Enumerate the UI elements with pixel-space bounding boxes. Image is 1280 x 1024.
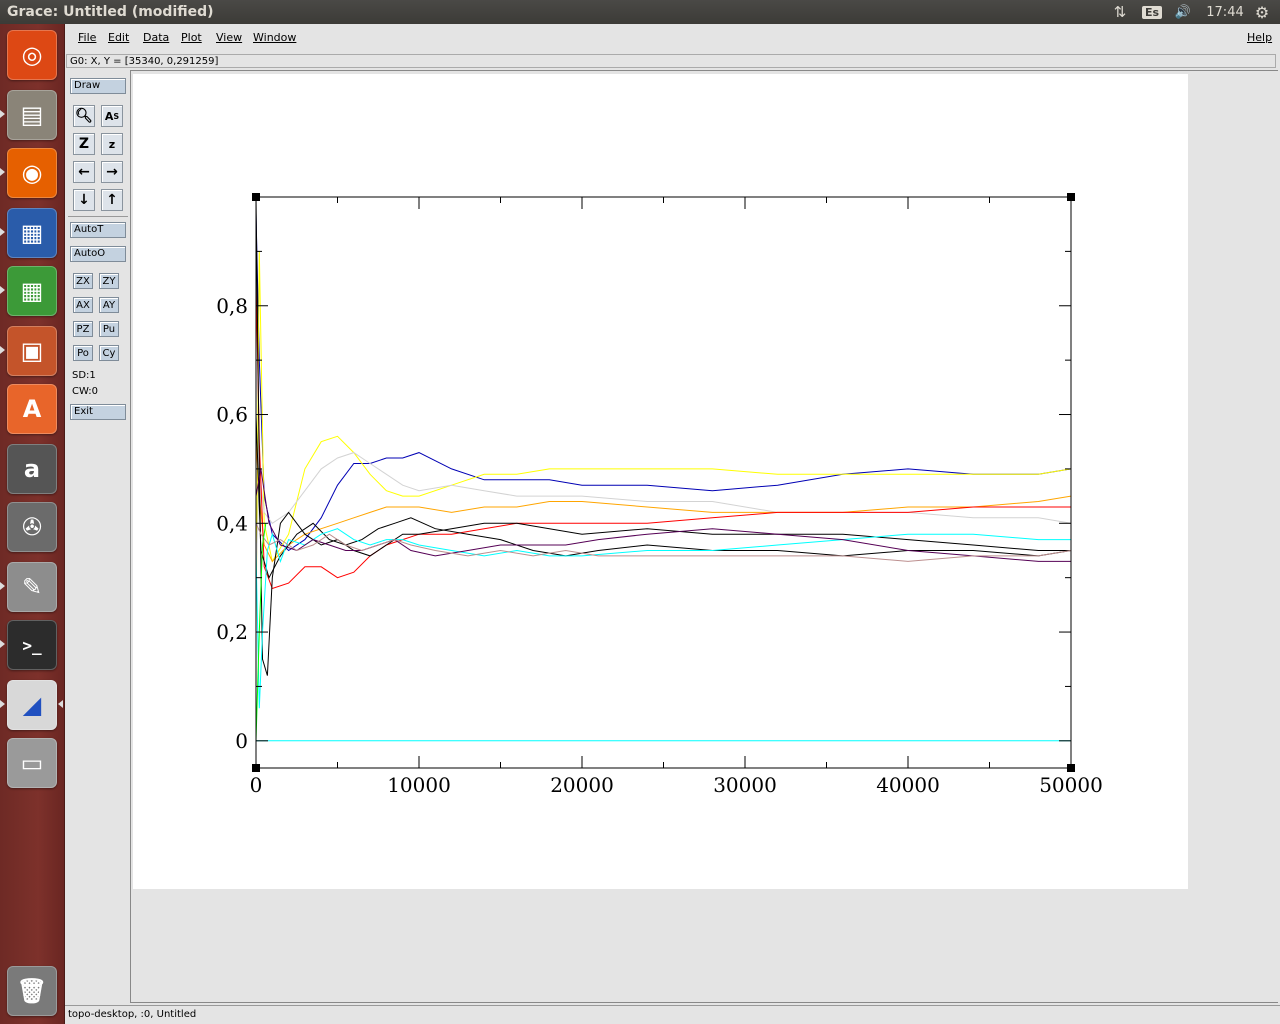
series-line-4	[255, 278, 1071, 590]
text-editor-icon[interactable]: ✎	[7, 562, 57, 612]
series-line-9	[255, 523, 1072, 562]
menu-file[interactable]: File	[78, 31, 97, 44]
amazon-icon[interactable]: a	[7, 444, 57, 494]
menu-data[interactable]: Data	[143, 31, 170, 44]
x-tick-label: 0	[250, 773, 263, 797]
autoscale-on-button[interactable]: AutoO	[70, 246, 126, 262]
writer-icon[interactable]: ▦	[7, 208, 57, 258]
menu-help[interactable]: Help	[1247, 31, 1273, 44]
series-line-1	[255, 251, 1072, 633]
plot-canvas[interactable]: 0 10000 20000 30000 40000 50000 0 0,2 0,4 0,6 0,8	[133, 74, 1188, 889]
autoscale-y-button[interactable]: AY	[99, 297, 119, 313]
x-tick-label: 30000	[713, 773, 777, 797]
plot-svg: 0 10000 20000 30000 40000 50000 0 0,2 0,4 0,6 0,8	[216, 193, 1103, 797]
push-button[interactable]: Pu	[99, 321, 119, 337]
series-line-2	[255, 452, 1072, 578]
series-line-5	[255, 196, 1071, 676]
terminal-icon[interactable]: >_	[7, 620, 57, 670]
running-indicator	[0, 110, 5, 118]
series-line-7	[255, 528, 1071, 709]
current-world-label: CW:0	[72, 386, 99, 397]
top-panel: Grace: Untitled (modified) ⇅ Es 🔊 17:44 …	[0, 0, 1280, 24]
menu-edit[interactable]: Edit	[108, 31, 130, 44]
zoom-y-button[interactable]: ZY	[99, 273, 119, 289]
graph-selection-handle	[252, 193, 260, 201]
zoom-icon[interactable]: 🔍︎	[73, 105, 95, 127]
software-center-icon[interactable]: A	[7, 384, 57, 434]
files-icon[interactable]: ▤	[7, 90, 57, 140]
grace-icon[interactable]: ◢	[7, 680, 57, 730]
draw-button[interactable]: Draw	[70, 78, 126, 94]
x-tick-label: 20000	[550, 773, 614, 797]
y-tick-label: 0,2	[216, 620, 248, 644]
x-tick-label: 50000	[1039, 773, 1103, 797]
locator-readout: G0: X, Y = [35340, 0,291259]	[66, 54, 1276, 68]
panel-divider	[68, 216, 128, 217]
menu-view[interactable]: View	[216, 31, 243, 44]
scroll-down-icon[interactable]: ↓	[73, 189, 95, 211]
y-tick-label: 0,8	[216, 294, 248, 318]
keyboard-layout-indicator[interactable]: Es	[1141, 2, 1163, 22]
trash-icon[interactable]: 🗑	[7, 966, 57, 1016]
zoom-x-button[interactable]: ZX	[73, 273, 93, 289]
pop-button[interactable]: Po	[73, 345, 93, 361]
x-tick-label: 10000	[387, 773, 451, 797]
scroll-right-icon[interactable]: →	[101, 161, 123, 183]
focused-indicator	[58, 700, 63, 708]
ubuntu-home-icon[interactable]: ◎	[7, 30, 57, 80]
push-zoom-button[interactable]: PZ	[73, 321, 93, 337]
zoom-out-icon[interactable]: z	[101, 133, 123, 155]
system-menu-gear-icon[interactable]: ⚙	[1254, 2, 1270, 22]
running-indicator	[0, 228, 5, 236]
x-tick-label: 40000	[876, 773, 940, 797]
clock[interactable]: 17:44	[1206, 4, 1244, 20]
running-indicator	[0, 168, 5, 176]
impress-icon[interactable]: ▣	[7, 326, 57, 376]
graph-selection-handle	[1067, 193, 1075, 201]
system-settings-icon[interactable]: ✇	[7, 502, 57, 552]
keyboard-layout-label: Es	[1141, 5, 1163, 19]
scroll-up-icon[interactable]: ↑	[101, 189, 123, 211]
network-icon[interactable]: ⇅	[1113, 3, 1127, 21]
running-indicator	[0, 286, 5, 294]
graph-selection-handle	[252, 764, 260, 772]
y-tick-label: 0,6	[216, 403, 248, 427]
calc-icon[interactable]: ▦	[7, 266, 57, 316]
autoscale-x-button[interactable]: AX	[73, 297, 93, 313]
volume-icon[interactable]: 🔊	[1174, 4, 1192, 20]
y-tick-label: 0	[235, 729, 248, 753]
series-line-6	[255, 414, 1072, 580]
running-indicator	[0, 582, 5, 590]
running-indicator	[0, 700, 5, 708]
firefox-icon[interactable]: ◉	[7, 148, 57, 198]
autoscale-ticks-button[interactable]: AutoT	[70, 222, 126, 238]
running-indicator	[0, 346, 5, 354]
graph-selection-handle	[1067, 764, 1075, 772]
menu-window[interactable]: Window	[253, 31, 297, 44]
stack-depth-label: SD:1	[72, 370, 96, 381]
exit-button[interactable]: Exit	[70, 404, 126, 420]
status-bar: topo-desktop, :0, Untitled	[65, 1005, 1280, 1022]
zoom-in-icon[interactable]: Z	[73, 133, 95, 155]
y-tick-label: 0,4	[216, 511, 248, 535]
scroll-left-icon[interactable]: ←	[73, 161, 95, 183]
drive-icon[interactable]: ▭	[7, 738, 57, 788]
menu-bar: File Edit Data Plot View Window Help	[65, 24, 1280, 52]
cycle-button[interactable]: Cy	[99, 345, 119, 361]
series-line-0	[255, 213, 1072, 552]
window-title: Grace: Untitled (modified)	[7, 4, 214, 20]
running-indicator	[0, 640, 5, 648]
grace-window: File Edit Data Plot View Window Help G0:…	[65, 24, 1280, 1024]
menu-plot[interactable]: Plot	[181, 31, 202, 44]
